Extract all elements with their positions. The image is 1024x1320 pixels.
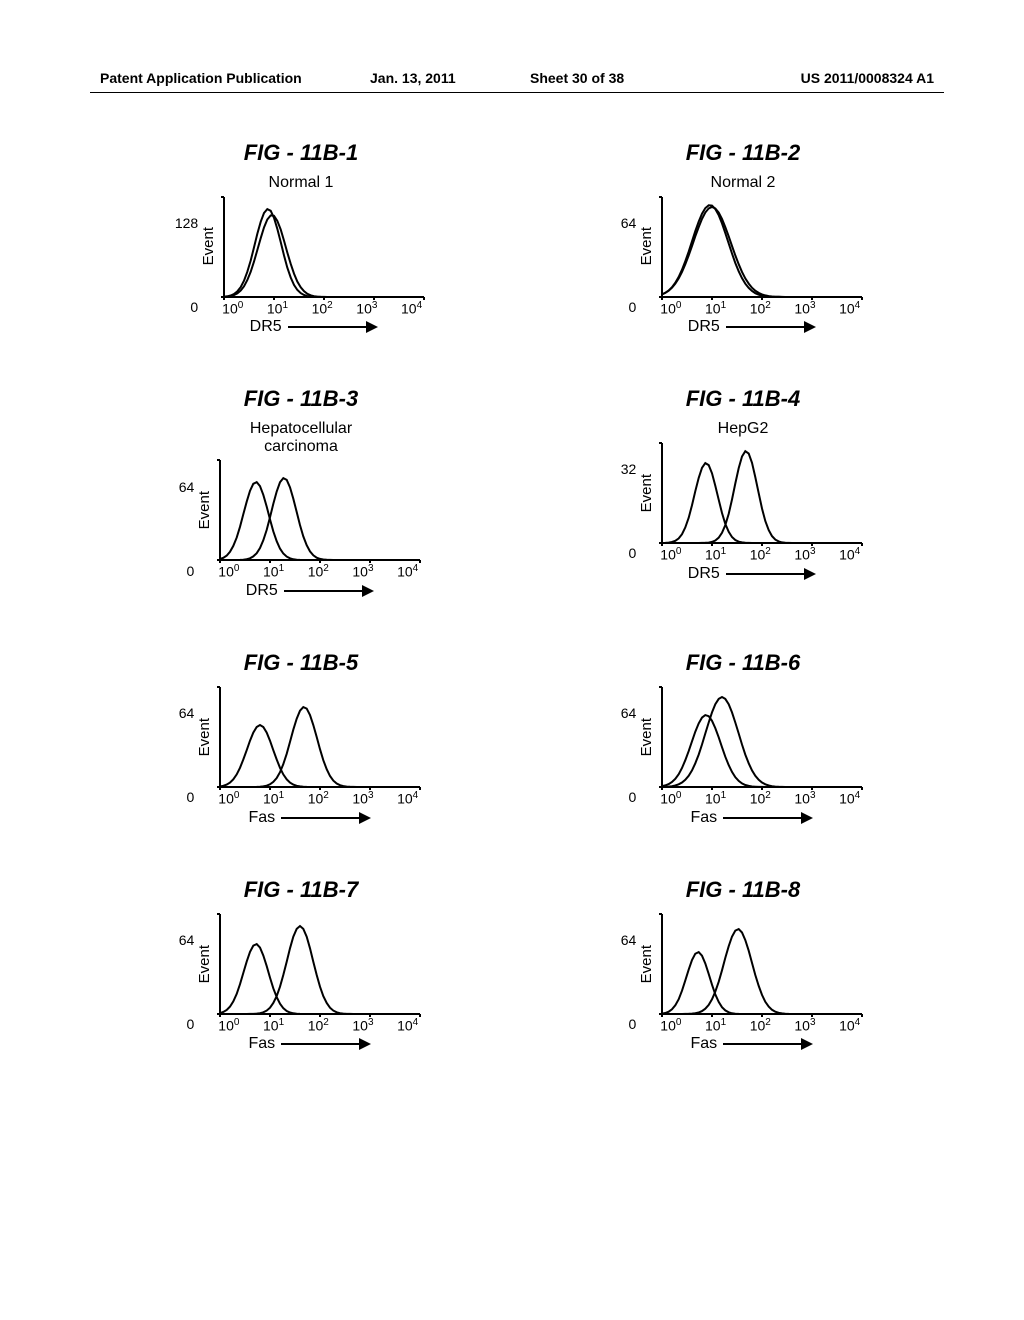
- chart: 640 Event 10: [179, 457, 424, 600]
- panel-subtitle: Normal 1: [269, 174, 334, 192]
- y-ticks: 640: [179, 932, 195, 1032]
- x-ticks: 100101102103104: [660, 300, 860, 317]
- y-ticks: 640: [621, 705, 637, 805]
- histogram-svg: [217, 911, 423, 1017]
- panel-b5: FIG - 11B-5 640 Event: [100, 650, 502, 827]
- x-ticks: 100101102103104: [218, 1017, 418, 1034]
- header-pubno: US 2011/0008324 A1: [801, 70, 934, 86]
- x-axis-label: DR5: [246, 582, 278, 600]
- chart: 320 Event 10: [621, 440, 866, 583]
- x-axis-label-row: Fas: [638, 1035, 865, 1053]
- header-date: Jan. 13, 2011: [370, 70, 456, 86]
- y-ticks: 640: [179, 705, 195, 805]
- chart: 640 Event 10: [621, 684, 866, 827]
- panel-title: FIG - 11B-7: [244, 877, 359, 903]
- panel-b4: FIG - 11B-4 HepG2 320 Event: [542, 386, 944, 600]
- panel-b7: FIG - 11B-7 640 Event: [100, 877, 502, 1054]
- panel-title: FIG - 11B-4: [686, 386, 801, 412]
- panel-b1: FIG - 11B-1 Normal 1 1280 Event: [100, 140, 502, 336]
- x-ticks: 100101102103104: [218, 563, 418, 580]
- panel-b6: FIG - 11B-6 640 Event: [542, 650, 944, 827]
- x-axis-label: Fas: [690, 1035, 717, 1053]
- header-sheet: Sheet 30 of 38: [530, 70, 624, 86]
- chart: 640 Event 10: [621, 194, 866, 337]
- panel-title: FIG - 11B-2: [686, 140, 801, 166]
- x-ticks: 100101102103104: [660, 1017, 860, 1034]
- x-axis-label-row: DR5: [638, 318, 865, 336]
- x-axis-label-row: DR5: [200, 318, 427, 336]
- y-axis-label: Event: [638, 945, 655, 983]
- panel-title: FIG - 11B-6: [686, 650, 801, 676]
- x-axis-label-row: DR5: [196, 582, 423, 600]
- panel-title: FIG - 11B-1: [244, 140, 359, 166]
- x-axis-label-row: Fas: [196, 809, 423, 827]
- y-axis-label: Event: [196, 945, 213, 983]
- y-ticks: 640: [621, 215, 637, 315]
- x-axis-label-row: DR5: [638, 565, 865, 583]
- panel-subtitle: Hepatocellularcarcinoma: [250, 420, 352, 455]
- y-axis-label: Event: [638, 227, 655, 265]
- x-axis-label: Fas: [248, 809, 275, 827]
- x-ticks: 100101102103104: [660, 546, 860, 563]
- header-publication: Patent Application Publication: [100, 70, 302, 86]
- chart: 640 Event 10: [179, 911, 424, 1054]
- panel-subtitle: HepG2: [718, 420, 769, 438]
- x-axis-label: DR5: [688, 318, 720, 336]
- y-axis-label: Event: [196, 491, 213, 529]
- x-axis-label: Fas: [248, 1035, 275, 1053]
- panel-title: FIG - 11B-5: [244, 650, 359, 676]
- x-ticks: 100101102103104: [660, 790, 860, 807]
- histogram-svg: [659, 911, 865, 1017]
- x-axis-label-row: Fas: [638, 809, 865, 827]
- panel-b8: FIG - 11B-8 640 Event: [542, 877, 944, 1054]
- histogram-svg: [659, 684, 865, 790]
- panel-subtitle: Normal 2: [711, 174, 776, 192]
- histogram-svg: [217, 457, 423, 563]
- y-axis-label: Event: [200, 227, 217, 265]
- y-ticks: 640: [621, 932, 637, 1032]
- x-axis-label: DR5: [688, 565, 720, 583]
- figure-grid: FIG - 11B-1 Normal 1 1280 Event: [100, 140, 944, 1053]
- panel-b2: FIG - 11B-2 Normal 2 640 Event: [542, 140, 944, 336]
- panel-title: FIG - 11B-8: [686, 877, 801, 903]
- histogram-svg: [221, 194, 427, 300]
- y-axis-label: Event: [196, 718, 213, 756]
- histogram-svg: [217, 684, 423, 790]
- x-axis-label-row: Fas: [196, 1035, 423, 1053]
- histogram-svg: [659, 194, 865, 300]
- chart: 640 Event 10: [179, 684, 424, 827]
- chart: 640 Event 10: [621, 911, 866, 1054]
- chart: 1280 Event 1: [175, 194, 427, 337]
- panel-title: FIG - 11B-3: [244, 386, 359, 412]
- y-axis-label: Event: [638, 474, 655, 512]
- histogram-svg: [659, 440, 865, 546]
- y-ticks: 320: [621, 461, 637, 561]
- x-axis-label: DR5: [250, 318, 282, 336]
- y-ticks: 1280: [175, 215, 198, 315]
- y-axis-label: Event: [638, 718, 655, 756]
- header-divider: [90, 92, 944, 93]
- x-axis-label: Fas: [690, 809, 717, 827]
- y-ticks: 640: [179, 479, 195, 579]
- x-ticks: 100101102103104: [218, 790, 418, 807]
- panel-b3: FIG - 11B-3 Hepatocellularcarcinoma 640 …: [100, 386, 502, 600]
- x-ticks: 100101102103104: [222, 300, 422, 317]
